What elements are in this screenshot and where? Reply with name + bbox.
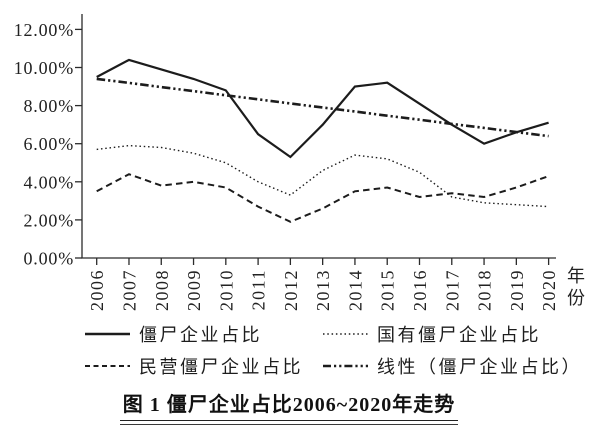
y-axis-tick-label: 2.00% [24,210,75,230]
figure-caption: 图 1 僵尸企业占比2006~2020年走势 [0,388,578,425]
series-line-2-dashed [96,173,549,223]
x-axis-tick-label: 2019 [507,269,527,311]
x-axis-tick-label: 2015 [378,269,398,311]
axes [81,14,556,259]
x-axis-tick-label: 2007 [120,269,140,311]
y-axis-tick-label: 6.00% [24,134,75,154]
y-axis-tick-label: 12.00% [14,20,74,40]
legend-label-private: 民营僵尸企业占比 [139,356,303,377]
legend-item-state-owned: 国有僵尸企业占比 [323,323,582,345]
x-axis-tick-label: 2016 [410,269,430,311]
x-axis-tick-label: 2020 [539,269,559,311]
legend-marker-dashdot-line-icon [323,364,368,367]
series-line-3-dashdot [96,77,549,138]
legend-item-private: 民营僵尸企业占比 [85,355,323,377]
x-axis-tick-label: 2017 [442,269,462,311]
legend-item-total: 僵尸企业占比 [85,323,323,345]
y-axis-tick-label: 8.00% [24,96,75,116]
x-axis-tick-label: 2013 [313,269,333,311]
legend-marker-dashed-line-icon [85,364,130,367]
legend-item-linear-trend: 线性（僵尸企业占比） [323,355,582,377]
series-line-0-solid [96,58,549,159]
x-axis-tick-label: 2010 [216,269,236,311]
legend-label-total: 僵尸企业占比 [139,324,262,345]
line-chart: 0.00% 2.00% 4.00% 6.00% 8.00% 10.00% 12.00% 200… [14,14,559,311]
x-axis-tick-label: 2009 [184,269,204,311]
x-axis-tick-label: 2011 [249,269,269,310]
legend-label-linear-trend: 线性（僵尸企业占比） [377,356,582,377]
y-axis-tick-label: 10.00% [14,58,74,78]
x-axis-tick-label: 2012 [281,269,301,311]
y-axis-tick-label: 0.00% [24,249,75,269]
x-axis-tick-label: 2006 [87,269,107,311]
x-axis-tick-label: 2008 [152,269,172,311]
legend-marker-dotted-line-icon [323,332,368,335]
x-axis-tick-label: 2014 [345,269,365,311]
legend-marker-solid-line-icon [85,332,130,335]
legend-label-state-owned: 国有僵尸企业占比 [377,324,541,345]
x-axis-tick-label: 2018 [475,269,495,311]
y-axis-tick-label: 4.00% [24,172,75,192]
x-axis-unit-label: 年份 [565,266,585,310]
figure-caption-text: 图 1 僵尸企业占比2006~2020年走势 [119,388,459,425]
chart-legend: 僵尸企业占比 国有僵尸企业占比 民营僵尸企业占比 线性（僵尸企业占比） [85,323,582,377]
